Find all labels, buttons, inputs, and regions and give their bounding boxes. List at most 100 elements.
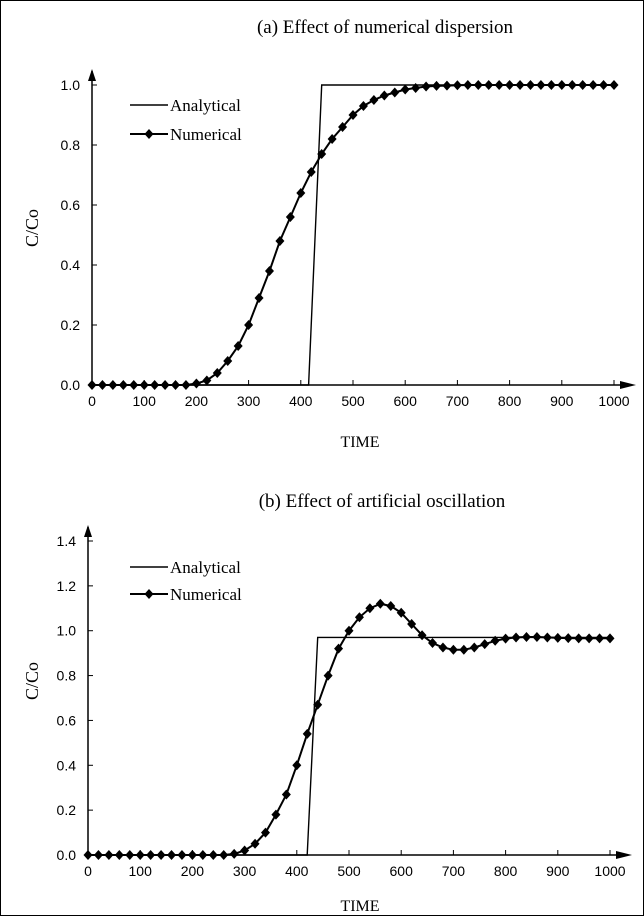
data-point-marker xyxy=(428,638,438,649)
data-point-marker xyxy=(129,380,139,390)
data-point-marker xyxy=(599,80,609,90)
data-point-marker xyxy=(584,633,594,644)
data-point-marker xyxy=(313,699,323,710)
x-tick-label: 600 xyxy=(394,393,418,409)
x-tick-label: 0 xyxy=(84,863,92,879)
data-point-marker xyxy=(442,80,452,91)
x-tick-label: 900 xyxy=(550,393,574,409)
data-point-marker xyxy=(484,80,494,90)
series-layer xyxy=(83,598,615,860)
y-axis-label: C/Co xyxy=(22,662,42,700)
data-point-marker xyxy=(459,644,469,655)
data-point-marker xyxy=(156,850,166,860)
x-tick-label: 700 xyxy=(446,393,470,409)
data-point-marker xyxy=(93,850,103,860)
data-point-marker xyxy=(490,635,500,646)
data-point-marker xyxy=(212,368,222,378)
data-point-marker xyxy=(511,632,521,643)
data-point-marker xyxy=(400,84,410,95)
data-point-marker xyxy=(375,598,385,609)
data-point-marker xyxy=(494,80,504,90)
y-axis-label: C/Co xyxy=(22,209,42,247)
x-tick-label: 600 xyxy=(390,863,414,879)
data-point-marker xyxy=(108,380,118,390)
data-point-marker xyxy=(260,827,270,838)
data-point-marker xyxy=(240,845,250,856)
y-tick-label: 0.8 xyxy=(61,137,81,153)
data-point-marker xyxy=(421,81,431,92)
data-point-marker xyxy=(546,80,556,90)
legend-label-analytical: Analytical xyxy=(170,96,241,115)
data-point-marker xyxy=(104,850,114,860)
y-tick-label: 1.0 xyxy=(57,623,77,639)
data-point-marker xyxy=(118,380,128,390)
data-point-marker xyxy=(125,850,135,860)
data-point-marker xyxy=(505,80,515,90)
data-point-marker xyxy=(521,631,531,642)
data-point-marker xyxy=(306,167,316,177)
data-point-marker xyxy=(229,848,239,859)
data-point-marker xyxy=(469,642,479,653)
data-point-marker xyxy=(605,633,615,644)
data-point-marker xyxy=(198,850,208,860)
data-point-marker xyxy=(146,850,156,860)
x-tick-label: 1000 xyxy=(598,393,629,409)
data-point-marker xyxy=(334,643,344,654)
x-tick-label: 400 xyxy=(289,393,313,409)
data-point-marker xyxy=(463,80,473,90)
legend-marker-numerical xyxy=(144,589,154,599)
data-point-marker xyxy=(233,341,243,351)
x-tick-label: 1000 xyxy=(594,863,625,879)
x-tick-label: 300 xyxy=(237,393,261,409)
y-tick-label: 0.4 xyxy=(61,257,81,273)
data-point-marker xyxy=(411,83,421,93)
y-tick-label: 1.2 xyxy=(57,578,77,594)
x-tick-label: 0 xyxy=(88,393,96,409)
y-tick-label: 1.0 xyxy=(61,77,81,93)
data-point-marker xyxy=(438,642,448,653)
y-tick-label: 0.6 xyxy=(61,197,81,213)
data-point-marker xyxy=(97,380,107,390)
data-point-marker xyxy=(452,80,462,91)
chart-title: (a) Effect of numerical dispersion xyxy=(257,17,514,38)
data-point-marker xyxy=(139,380,149,390)
data-point-marker xyxy=(525,80,535,90)
legend: Analytical Numerical xyxy=(130,96,242,144)
data-point-marker xyxy=(114,850,124,860)
x-tick-label: 700 xyxy=(442,863,466,879)
data-point-marker xyxy=(285,212,295,222)
data-point-marker xyxy=(532,631,542,642)
data-point-marker xyxy=(407,618,417,629)
x-axis-arrow xyxy=(620,381,636,389)
x-axis-label: TIME xyxy=(340,898,379,915)
data-point-marker xyxy=(323,670,333,681)
data-point-marker xyxy=(542,632,552,643)
data-point-marker xyxy=(202,375,212,386)
y-tick-label: 0.0 xyxy=(57,847,77,863)
data-point-marker xyxy=(302,728,312,739)
data-point-marker xyxy=(344,625,354,636)
data-point-marker xyxy=(244,320,254,330)
x-tick-label: 200 xyxy=(181,863,205,879)
data-point-marker xyxy=(223,356,233,366)
data-point-marker xyxy=(296,188,306,198)
data-point-marker xyxy=(369,95,379,105)
x-tick-label: 500 xyxy=(337,863,361,879)
data-point-marker xyxy=(281,789,291,800)
y-tick-label: 0.2 xyxy=(61,317,81,333)
y-tick-label: 0.6 xyxy=(57,712,77,728)
y-axis-arrow xyxy=(88,69,96,81)
data-point-marker xyxy=(275,236,285,246)
data-point-marker xyxy=(417,630,427,641)
x-tick-label: 300 xyxy=(233,863,257,879)
data-point-marker xyxy=(191,378,201,389)
x-tick-label: 800 xyxy=(498,393,522,409)
legend-marker-numerical xyxy=(144,129,154,139)
chart-panel-a: (a) Effect of numerical dispersion C/Co … xyxy=(22,17,636,451)
ticks: 0 100 200 300 400 500 600 700 800 900 1000 0.0 0.2 0.… xyxy=(57,533,626,879)
data-point-marker xyxy=(567,80,577,90)
data-point-marker xyxy=(250,838,260,849)
chart-panel-b: (b) Effect of artificial oscillation C/C… xyxy=(22,491,632,915)
